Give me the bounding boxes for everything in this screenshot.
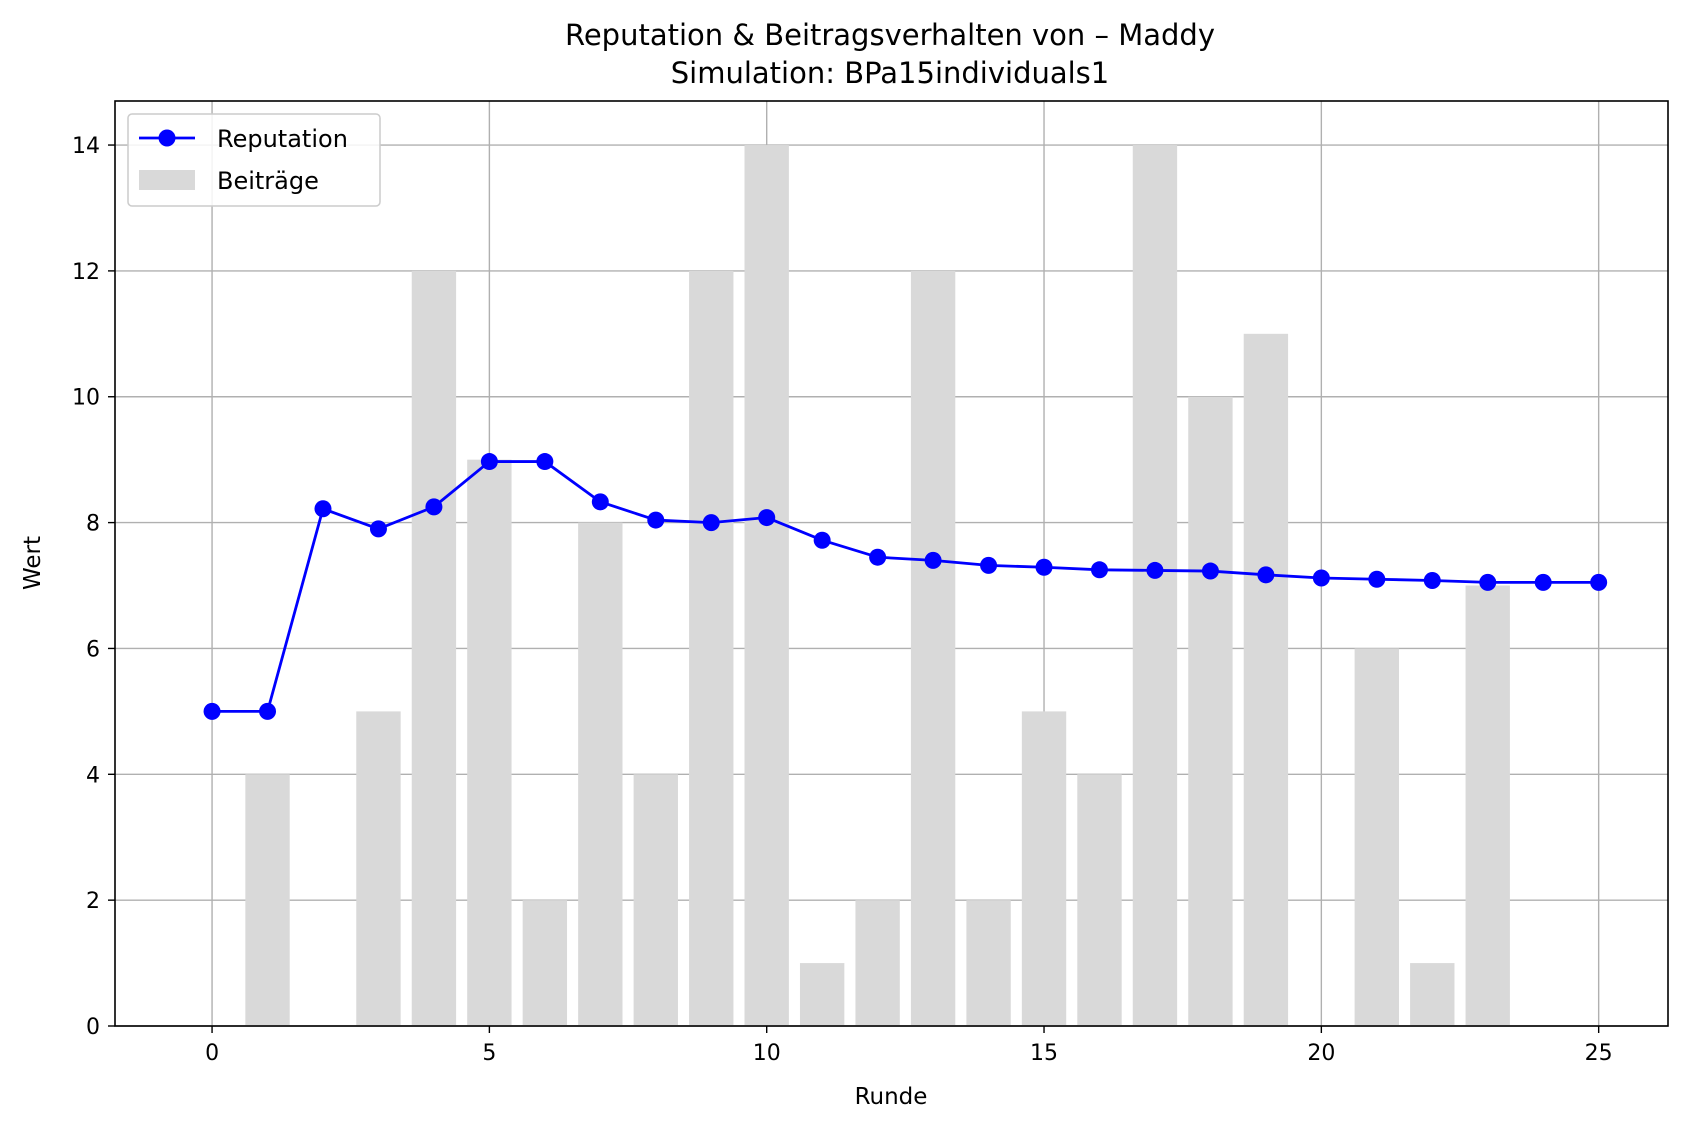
reputation-point (647, 511, 665, 529)
contribution-bar (578, 522, 623, 1026)
reputation-point (980, 556, 998, 574)
contribution-bar (1132, 145, 1178, 1027)
contribution-bar (411, 270, 457, 1026)
reputation-point (1590, 573, 1608, 591)
bars (245, 145, 1510, 1027)
reputation-point (1035, 558, 1053, 576)
y-tick-label: 0 (86, 1015, 100, 1040)
reputation-point (591, 493, 609, 511)
x-tick-label: 15 (1030, 1041, 1058, 1066)
reputation-point (1368, 570, 1386, 588)
contribution-bar (467, 459, 512, 1026)
ticks: 0 5 10 15 20 25 0 2 4 6 8 10 12 14 (72, 134, 1613, 1066)
y-tick-label: 2 (86, 889, 100, 914)
contribution-bar (356, 711, 401, 1026)
reputation-point (1257, 566, 1275, 584)
legend: Reputation Beiträge (127, 113, 381, 207)
contribution-bar (966, 900, 1011, 1026)
contribution-bar (689, 270, 734, 1026)
legend-beitraege-label: Beiträge (217, 167, 319, 195)
plot-frame (114, 100, 1669, 1027)
reputation-point (425, 498, 443, 516)
contribution-bar (1188, 396, 1233, 1026)
contribution-bar (910, 270, 956, 1026)
contribution-bar (1354, 648, 1399, 1026)
reputation-point (702, 514, 720, 532)
contribution-bar (799, 963, 845, 1026)
reputation-point (369, 520, 387, 538)
reputation-line-layer (203, 453, 1608, 720)
reputation-point (1090, 561, 1108, 579)
y-tick-label: 6 (86, 637, 100, 662)
reputation-point (758, 509, 776, 527)
contribution-bar (744, 145, 789, 1027)
contribution-bar (1410, 963, 1455, 1026)
reputation-point (1312, 569, 1330, 587)
reputation-point (259, 702, 277, 720)
reputation-point (203, 702, 221, 720)
reputation-point (1423, 571, 1441, 589)
contribution-bar (633, 774, 678, 1026)
contribution-bar (855, 900, 900, 1026)
x-tick-label: 25 (1585, 1041, 1613, 1066)
x-axis-label: Runde (855, 1084, 928, 1110)
reputation-point (314, 500, 332, 518)
contribution-bar (1243, 333, 1289, 1026)
x-tick-label: 20 (1307, 1041, 1335, 1066)
legend-reputation-label: Reputation (217, 125, 348, 153)
contribution-bar (245, 774, 290, 1026)
chart-title: Reputation & Beitragsverhalten von – Mad… (565, 18, 1215, 52)
reputation-point (1479, 573, 1497, 591)
reputation-point (869, 548, 887, 566)
reputation-point (813, 531, 831, 549)
contribution-bar (1465, 585, 1510, 1026)
x-tick-label: 10 (753, 1041, 781, 1066)
contribution-bar (1077, 774, 1122, 1026)
reputation-point (1146, 561, 1164, 579)
reputation-point (536, 453, 554, 471)
contribution-bar (1021, 711, 1067, 1026)
y-axis-label: Wert (20, 536, 46, 590)
contribution-bar (522, 900, 568, 1026)
reputation-point (1201, 562, 1219, 580)
y-tick-label: 8 (86, 512, 100, 537)
y-tick-label: 4 (86, 763, 100, 788)
x-tick-label: 0 (205, 1041, 219, 1066)
chart-subtitle: Simulation: BPa15individuals1 (671, 56, 1110, 90)
y-tick-label: 12 (72, 260, 100, 285)
legend-beitraege-swatch (139, 170, 195, 190)
reputation-point (480, 453, 498, 471)
reputation-point (1534, 573, 1552, 591)
reputation-point (924, 551, 942, 569)
legend-reputation-marker (158, 129, 176, 147)
y-tick-label: 10 (72, 386, 100, 411)
x-tick-label: 5 (482, 1041, 496, 1066)
y-tick-label: 14 (72, 134, 100, 159)
reputation-line (212, 460, 1599, 713)
